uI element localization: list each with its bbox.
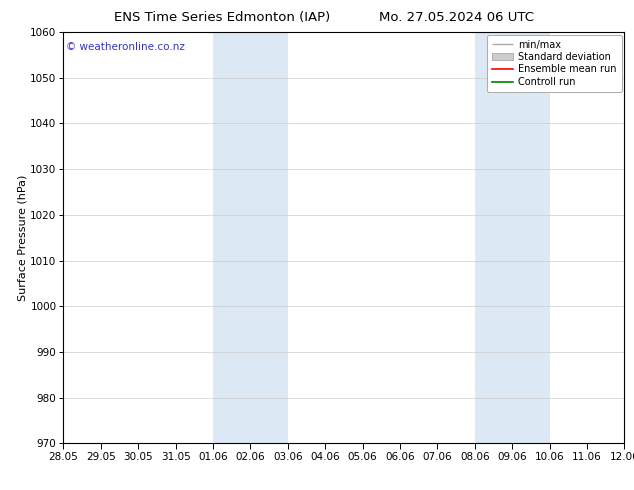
Bar bbox=[475, 32, 550, 443]
Text: ENS Time Series Edmonton (IAP): ENS Time Series Edmonton (IAP) bbox=[113, 11, 330, 24]
Legend: min/max, Standard deviation, Ensemble mean run, Controll run: min/max, Standard deviation, Ensemble me… bbox=[487, 35, 621, 92]
Text: © weatheronline.co.nz: © weatheronline.co.nz bbox=[66, 42, 185, 52]
Text: Mo. 27.05.2024 06 UTC: Mo. 27.05.2024 06 UTC bbox=[379, 11, 534, 24]
Bar bbox=[213, 32, 288, 443]
Y-axis label: Surface Pressure (hPa): Surface Pressure (hPa) bbox=[17, 174, 27, 301]
